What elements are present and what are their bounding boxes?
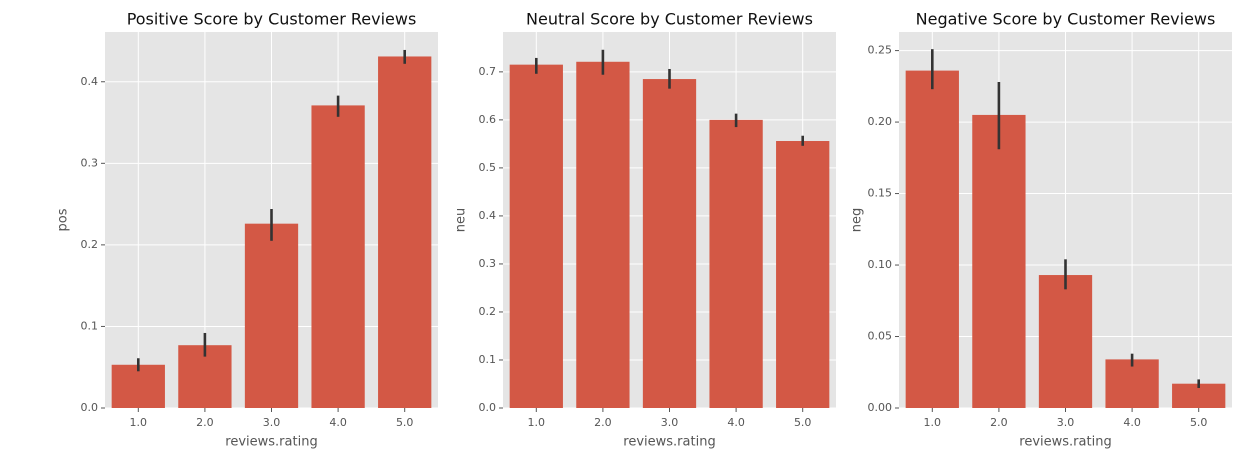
x-tick-label: 5.0 (1190, 416, 1208, 429)
y-tick-label: 0.3 (81, 156, 99, 169)
x-tick-label: 5.0 (794, 416, 812, 429)
y-tick-label: 0.10 (868, 258, 893, 271)
y-tick-label: 0.6 (479, 113, 497, 126)
y-tick-label: 0.3 (479, 257, 497, 270)
bar (1038, 275, 1093, 408)
y-tick-label: 0.4 (479, 209, 497, 222)
bar (244, 223, 299, 408)
y-tick-label: 0.25 (868, 44, 893, 57)
x-tick-label: 3.0 (263, 416, 281, 429)
bar (972, 114, 1026, 408)
bar (905, 70, 959, 408)
y-tick-label: 0.0 (81, 401, 99, 414)
y-axis-label: neu (454, 208, 469, 232)
chart-title: Positive Score by Customer Reviews (127, 10, 417, 29)
x-tick-label: 3.0 (661, 416, 679, 429)
chart-title: Neutral Score by Customer Reviews (526, 10, 813, 29)
bar (509, 64, 563, 408)
bar (642, 79, 697, 408)
x-axis-label: reviews.rating (225, 435, 317, 450)
y-tick-label: 0.20 (868, 115, 893, 128)
x-tick-label: 4.0 (329, 416, 347, 429)
bar (1105, 359, 1159, 408)
y-tick-label: 0.7 (479, 65, 497, 78)
x-tick-label: 2.0 (594, 416, 612, 429)
bar (709, 119, 763, 409)
chart-title: Negative Score by Customer Reviews (916, 10, 1216, 29)
bar (776, 141, 830, 408)
x-tick-label: 4.0 (727, 416, 745, 429)
y-tick-label: 0.0 (479, 401, 497, 414)
x-axis-label: reviews.rating (1019, 435, 1111, 450)
x-tick-label: 1.0 (130, 416, 148, 429)
y-tick-label: 0.5 (479, 161, 497, 174)
x-axis-label: reviews.rating (623, 435, 715, 450)
x-tick-label: 3.0 (1057, 416, 1075, 429)
y-axis-label: neg (850, 208, 865, 233)
y-tick-label: 0.2 (81, 238, 99, 251)
x-tick-label: 1.0 (528, 416, 546, 429)
x-tick-label: 5.0 (396, 416, 414, 429)
x-tick-label: 2.0 (990, 416, 1008, 429)
x-tick-label: 2.0 (196, 416, 214, 429)
bar (378, 56, 432, 409)
y-tick-label: 0.15 (868, 187, 893, 200)
x-tick-label: 4.0 (1123, 416, 1141, 429)
y-tick-label: 0.05 (868, 330, 893, 343)
bar (576, 61, 630, 408)
y-tick-label: 0.00 (868, 401, 893, 414)
x-tick-label: 1.0 (924, 416, 942, 429)
bar (111, 364, 165, 408)
y-axis-label: pos (56, 208, 71, 231)
y-tick-label: 0.1 (479, 353, 497, 366)
y-tick-label: 0.1 (81, 319, 99, 332)
y-tick-label: 0.4 (81, 75, 99, 88)
bar (311, 105, 365, 408)
y-tick-label: 0.2 (479, 305, 497, 318)
